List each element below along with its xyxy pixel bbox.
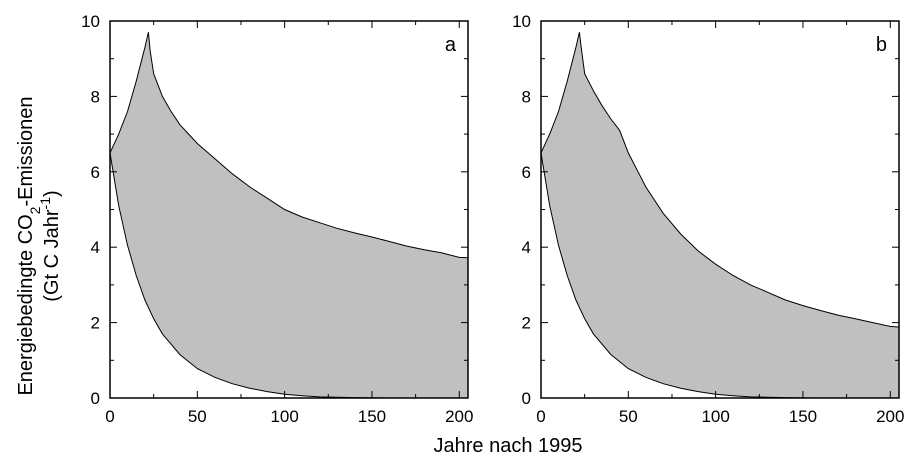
panel-a: 0 50 100 150 200 0 2 4 6 8 10 a <box>81 12 473 426</box>
x-tick-label: 50 <box>188 407 207 426</box>
y-axis-title-line2: (Gt C Jahr-1) <box>37 190 63 301</box>
x-tick-label: 100 <box>270 407 298 426</box>
panel-b: 0 50 100 150 200 0 2 4 6 8 10 b <box>512 12 904 426</box>
y-tick-label: 6 <box>91 163 100 182</box>
panel-label: b <box>876 34 887 56</box>
x-tick-label: 100 <box>701 407 729 426</box>
y-tick-label: 10 <box>81 12 100 31</box>
x-tick-label: 150 <box>358 407 386 426</box>
upper-boundary-line <box>540 32 900 328</box>
x-tick-label: 0 <box>105 407 114 426</box>
x-tick-label: 200 <box>876 407 904 426</box>
y-axis-title: Energiebedingte CO2-Emissionen <box>15 96 43 395</box>
y-tick-label: 0 <box>91 389 100 408</box>
y-tick-label: 10 <box>512 12 531 31</box>
y-tick-label: 4 <box>522 238 531 257</box>
panel-label: a <box>445 34 457 56</box>
x-tick-label: 0 <box>536 407 545 426</box>
upper-boundary-line <box>109 32 469 259</box>
x-tick-label: 150 <box>789 407 817 426</box>
y-tick-label: 8 <box>91 87 100 106</box>
y-tick-label: 6 <box>522 163 531 182</box>
y-tick-label: 0 <box>522 389 531 408</box>
y-tick-label: 2 <box>522 314 531 333</box>
y-axis-title-line1: Energiebedingte CO2-Emissionen <box>15 96 43 395</box>
band-area <box>541 32 899 399</box>
x-tick-label: 200 <box>445 407 473 426</box>
x-tick-label: 50 <box>619 407 638 426</box>
band-area <box>110 32 468 399</box>
y-tick-label: 8 <box>522 87 531 106</box>
y-axis-title-2: (Gt C Jahr-1) <box>37 190 63 301</box>
x-axis-title: Jahre nach 1995 <box>433 435 582 457</box>
y-tick-label: 4 <box>91 238 100 257</box>
y-tick-label: 2 <box>91 314 100 333</box>
